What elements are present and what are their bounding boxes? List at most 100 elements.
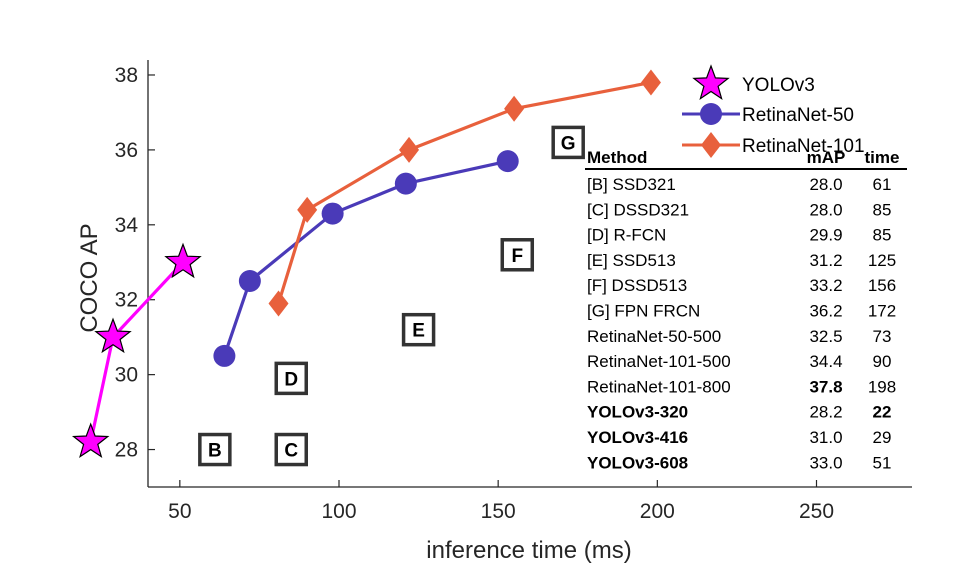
data-point — [268, 290, 289, 317]
data-point — [297, 196, 318, 223]
series-yolov3 — [71, 242, 202, 458]
table-cell-method: [E] SSD513 — [587, 251, 676, 270]
method-box-frame — [551, 125, 585, 160]
table-cell-time: 61 — [873, 175, 892, 194]
table-cell-time: 125 — [868, 251, 896, 270]
method-box-frame — [198, 432, 232, 467]
series-line — [222, 159, 509, 357]
y-tick-label: 32 — [115, 289, 138, 312]
table-header: Method — [587, 148, 647, 167]
table-cell-map: 28.0 — [809, 200, 842, 219]
x-axis-label: inference time (ms) — [426, 537, 631, 564]
x-tick-label: 150 — [481, 500, 516, 523]
data-point — [640, 69, 661, 96]
method-boxes: B C D E F G — [198, 125, 585, 467]
data-series — [71, 69, 661, 458]
table-cell-map: 36.2 — [809, 302, 842, 321]
table-cell-time: 51 — [873, 453, 892, 472]
method-box-label: E — [412, 321, 425, 342]
method-box-c: C — [274, 432, 308, 467]
table-cell-method: RetinaNet-50-500 — [587, 327, 721, 346]
legend-marker — [700, 103, 722, 125]
method-box-label: G — [561, 133, 576, 154]
table-cell-map: 31.2 — [809, 251, 842, 270]
table-row: RetinaNet-101-500 34.4 90 — [587, 352, 891, 371]
table-cell-method: [G] FPN FRCN — [587, 302, 700, 321]
method-box-label: D — [284, 369, 298, 390]
table-cell-method: YOLOv3-608 — [587, 453, 688, 472]
table-cell-map: 33.0 — [809, 453, 842, 472]
data-point — [94, 317, 132, 354]
table-row: [E] SSD513 31.2 125 — [587, 251, 896, 270]
table-cell-method: [B] SSD321 — [587, 175, 676, 194]
table-cell-time: 85 — [873, 226, 892, 245]
method-box-g: G — [551, 125, 585, 160]
axes — [147, 60, 912, 488]
method-box-d: D — [274, 361, 308, 396]
table-row: [B] SSD321 28.0 61 — [587, 175, 891, 194]
table-cell-time: 73 — [873, 327, 892, 346]
table-row: YOLOv3-320 28.2 22 — [587, 403, 891, 422]
table-cell-map: 33.2 — [809, 276, 842, 295]
legend-item-retinanet-50: RetinaNet-50 — [682, 103, 854, 126]
x-ticks: 50 100 150 200 250 — [168, 480, 834, 523]
table-row: [F] DSSD513 33.2 156 — [587, 276, 896, 295]
table-row: [D] R-FCN 29.9 85 — [587, 226, 891, 245]
table-row: [C] DSSD321 28.0 85 — [587, 200, 891, 219]
method-box-frame — [500, 238, 535, 272]
table-cell-method: RetinaNet-101-500 — [587, 352, 731, 371]
series-retinanet-50 — [213, 150, 519, 367]
table-cell-time: 85 — [873, 200, 892, 219]
method-box-label: B — [208, 441, 222, 462]
method-box-f: F — [500, 238, 535, 272]
data-point — [496, 150, 519, 173]
method-box-label: C — [284, 441, 298, 462]
data-point — [394, 172, 417, 195]
table-row: RetinaNet-50-500 32.5 73 — [587, 327, 891, 346]
method-box-e: E — [401, 312, 436, 347]
table-cell-method: YOLOv3-416 — [587, 428, 688, 447]
legend-item-retinanet-101: RetinaNet-101 — [682, 132, 865, 158]
y-tick-label: 30 — [115, 364, 138, 387]
x-tick-label: 200 — [640, 500, 675, 523]
legend: YOLOv3 RetinaNet-50 RetinaNet-101 — [682, 64, 865, 158]
legend-item-yolov3: YOLOv3 — [692, 64, 815, 101]
data-point — [399, 136, 420, 163]
method-box-label: F — [511, 246, 523, 267]
x-tick-label: 100 — [321, 500, 356, 523]
y-tick-label: 38 — [115, 64, 138, 87]
table-cell-time: 156 — [868, 276, 896, 295]
data-point — [213, 344, 236, 367]
y-tick-label: 34 — [115, 214, 139, 237]
table-cell-map: 28.2 — [809, 403, 842, 422]
table-cell-time: 29 — [873, 428, 892, 447]
y-tick-label: 28 — [115, 439, 138, 462]
table-header: mAP — [807, 148, 846, 167]
table-cell-time: 198 — [868, 377, 896, 396]
table-cell-map: 29.9 — [809, 226, 842, 245]
method-box-b: B — [198, 432, 232, 467]
data-point — [238, 269, 261, 292]
table-cell-map: 32.5 — [809, 327, 842, 346]
y-tick-label: 36 — [115, 139, 138, 162]
legend-marker — [692, 64, 730, 101]
table-cell-time: 172 — [868, 302, 896, 321]
table-cell-method: YOLOv3-320 — [587, 403, 688, 422]
table-cell-method: RetinaNet-101-800 — [587, 377, 731, 396]
data-point — [71, 422, 110, 458]
table-cell-map: 37.8 — [809, 377, 842, 396]
legend-marker — [701, 132, 721, 158]
y-ticks: 28 30 32 34 36 38 — [115, 64, 155, 462]
table-cell-map: 31.0 — [809, 428, 842, 447]
x-tick-label: 50 — [168, 500, 191, 523]
legend-label: YOLOv3 — [742, 75, 815, 96]
table-row: [G] FPN FRCN 36.2 172 — [587, 302, 896, 321]
data-point — [504, 95, 525, 122]
method-box-frame — [274, 361, 308, 396]
table-row: YOLOv3-416 31.0 29 — [587, 428, 891, 447]
legend-label: RetinaNet-101 — [742, 136, 865, 157]
series-retinanet-101 — [268, 69, 661, 317]
method-box-frame — [274, 432, 308, 467]
table-row: RetinaNet-101-800 37.8 198 — [587, 377, 896, 396]
